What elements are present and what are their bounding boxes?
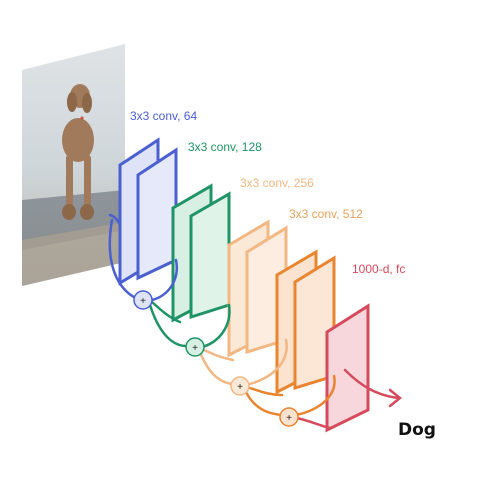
conv-block-64 [118, 137, 178, 286]
junction-1-symbol: + [140, 296, 146, 307]
fc-block [325, 303, 370, 433]
junction-3 [230, 376, 250, 396]
fc-label: 1000-d, fc [352, 262, 406, 276]
junction-3-symbol: + [237, 382, 243, 393]
stage-1-label: 3x3 conv, 64 [130, 109, 198, 123]
junction-2 [185, 337, 205, 357]
output-label: Dog [398, 420, 436, 440]
conv-block-512 [275, 249, 336, 395]
input-photo [22, 44, 125, 286]
junction-2-symbol: + [192, 343, 198, 354]
conv-block-128 [171, 183, 231, 323]
junction-4-symbol: + [286, 413, 292, 424]
dog-figure [62, 84, 94, 220]
junction-1 [133, 290, 153, 310]
stage-3-label: 3x3 conv, 256 [240, 176, 314, 190]
stage-4-label: 3x3 conv, 512 [289, 207, 363, 221]
junction-4 [279, 407, 299, 427]
connections [108, 213, 403, 430]
stage-2-label: 3x3 conv, 128 [188, 140, 262, 154]
